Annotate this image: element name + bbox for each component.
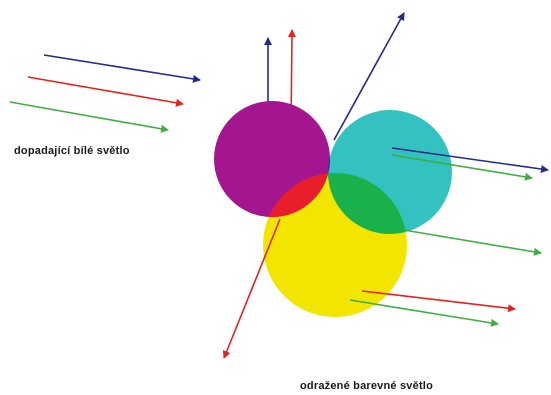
green-overlap bbox=[328, 173, 407, 234]
incident-arrows bbox=[9, 54, 201, 133]
incident-arrow-green bbox=[9, 101, 169, 133]
incident-arrow-blue bbox=[43, 54, 201, 83]
reflected-arrow-green-lower bbox=[349, 299, 499, 327]
reflected-arrow-green-right-middle bbox=[403, 229, 542, 256]
reflected-arrow-blue-right bbox=[391, 147, 549, 173]
reflected-light-label: odražené barevné světlo bbox=[300, 380, 433, 392]
red-overlap bbox=[263, 173, 330, 217]
incident-arrow-red bbox=[27, 76, 184, 107]
reflected-arrow-blue-diagonal bbox=[333, 12, 405, 141]
reflected-arrow-red-lower bbox=[361, 290, 516, 313]
incident-light-label: dopadající bílé světlo bbox=[14, 145, 130, 157]
reflected-arrows-front bbox=[222, 147, 549, 359]
color-circles bbox=[214, 101, 452, 317]
reflected-arrow-green-right-upper bbox=[391, 154, 533, 181]
reflected-arrow-red-down bbox=[222, 218, 281, 359]
